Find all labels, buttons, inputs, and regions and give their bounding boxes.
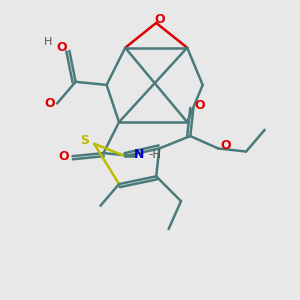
Text: S: S — [80, 134, 89, 147]
Text: O: O — [220, 139, 231, 152]
Text: O: O — [194, 99, 205, 112]
Text: O: O — [44, 97, 55, 110]
Text: O: O — [56, 41, 67, 54]
Text: O: O — [58, 150, 68, 163]
Text: H: H — [44, 37, 52, 46]
Text: N: N — [134, 148, 144, 161]
Text: -H: -H — [148, 148, 161, 161]
Text: O: O — [154, 13, 165, 26]
